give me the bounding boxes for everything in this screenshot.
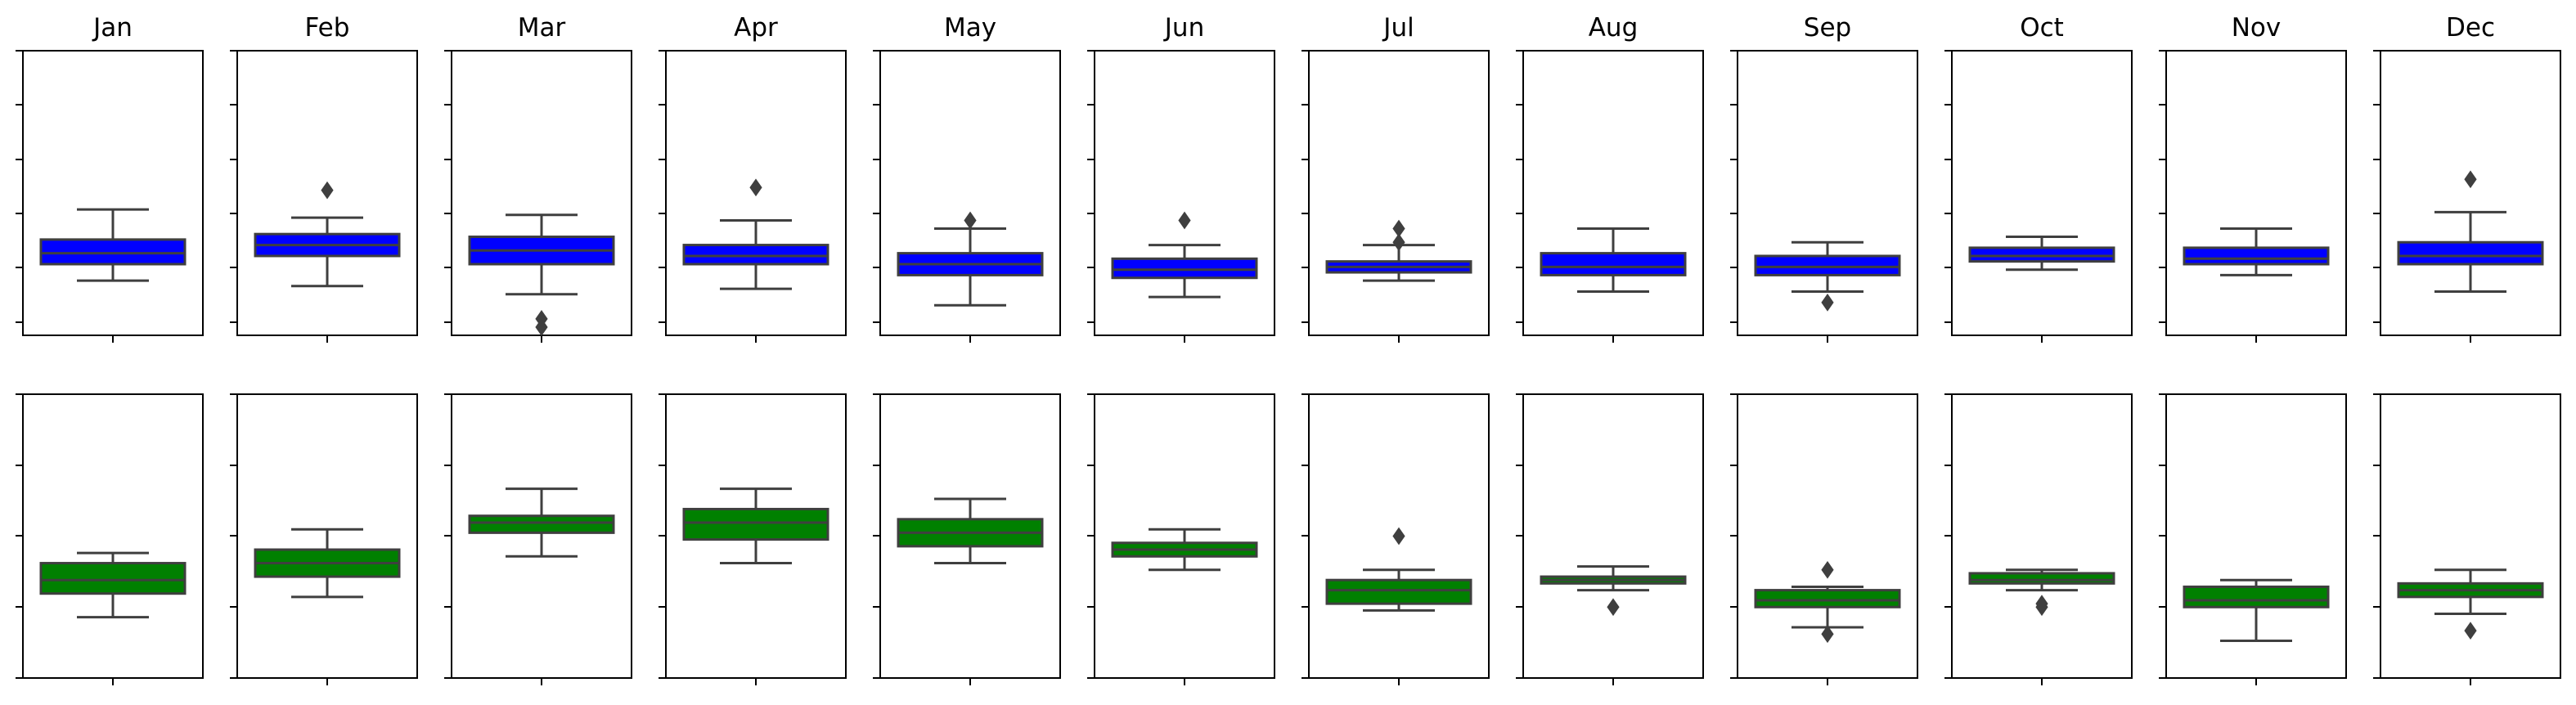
panel-aug: Aug [1516, 13, 1704, 343]
panel-may: May [873, 13, 1061, 343]
panel-title: Jul [1382, 13, 1414, 43]
panel-title: Sep [1804, 13, 1851, 43]
iqr-box [1540, 252, 1687, 276]
outlier-point [1392, 219, 1405, 238]
row-2 [16, 393, 2561, 685]
panel-jul: Jul [1301, 13, 1490, 343]
panel-dec [2373, 393, 2561, 685]
outlier-point [2464, 622, 2477, 640]
panel-apr: Apr [659, 13, 847, 343]
outlier-point [1392, 527, 1405, 546]
iqr-box [1325, 578, 1472, 605]
axes-frame [1308, 50, 1490, 336]
axes-frame [22, 50, 204, 336]
panel-mar [444, 393, 632, 685]
iqr-box [2397, 240, 2544, 266]
panel-oct [1944, 393, 2133, 685]
iqr-box [468, 514, 615, 534]
outlier-point [1821, 625, 1834, 644]
outlier-point [321, 181, 334, 200]
axes-frame [22, 393, 204, 679]
panel-jun: Jun [1087, 13, 1275, 343]
panel-title: Jan [92, 13, 133, 43]
iqr-box [1754, 254, 1901, 276]
panel-oct: Oct [1944, 13, 2133, 343]
panel-title: Aug [1589, 13, 1639, 43]
panel-apr [659, 393, 847, 685]
panel-title: Jun [1163, 13, 1204, 43]
panel-nov [2159, 393, 2347, 685]
iqr-box [1968, 572, 2115, 585]
outlier-point [2035, 595, 2048, 613]
iqr-box [2183, 585, 2330, 608]
iqr-box [1754, 589, 1901, 608]
panel-feb: Feb [230, 13, 418, 343]
panel-title: Nov [2232, 13, 2282, 43]
outlier-point [1392, 233, 1405, 252]
panel-title: Feb [305, 13, 350, 43]
panel-dec: Dec [2373, 13, 2561, 343]
panel-aug [1516, 393, 1704, 685]
panel-sep: Sep [1730, 13, 1918, 343]
panel-may [873, 393, 1061, 685]
panel-title: Mar [518, 13, 566, 43]
outlier-point [1821, 293, 1834, 312]
axes-frame [2165, 50, 2347, 336]
axes-frame [1951, 50, 2133, 336]
panel-jul [1301, 393, 1490, 685]
iqr-box [2183, 246, 2330, 266]
iqr-box [39, 562, 187, 595]
iqr-box [39, 238, 187, 266]
panel-title: Dec [2446, 13, 2495, 43]
axes-frame [1951, 393, 2133, 679]
outlier-point [1178, 211, 1191, 230]
outlier-point [535, 310, 548, 328]
panel-jan [16, 393, 204, 685]
iqr-box [1111, 257, 1258, 280]
outlier-point [749, 178, 762, 197]
iqr-box [682, 507, 829, 541]
panel-title: Oct [2020, 13, 2064, 43]
axes-frame [1522, 393, 1704, 679]
panel-title: Apr [734, 13, 778, 43]
panel-feb [230, 393, 418, 685]
row-1: Jan Feb Mar Apr May Jun Jul Aug Sep Oct Nov Dec [16, 13, 2561, 343]
panel-jun [1087, 393, 1275, 685]
panel-jan: Jan [16, 13, 204, 343]
panel-sep [1730, 393, 1918, 685]
panel-nov: Nov [2159, 13, 2347, 343]
panel-mar: Mar [444, 13, 632, 343]
outlier-point [1607, 598, 1620, 617]
outlier-point [2464, 170, 2477, 189]
outlier-point [964, 211, 977, 230]
iqr-box [682, 244, 829, 266]
outlier-point [1821, 560, 1834, 579]
panel-title: May [944, 13, 996, 43]
iqr-box [1968, 246, 2115, 263]
